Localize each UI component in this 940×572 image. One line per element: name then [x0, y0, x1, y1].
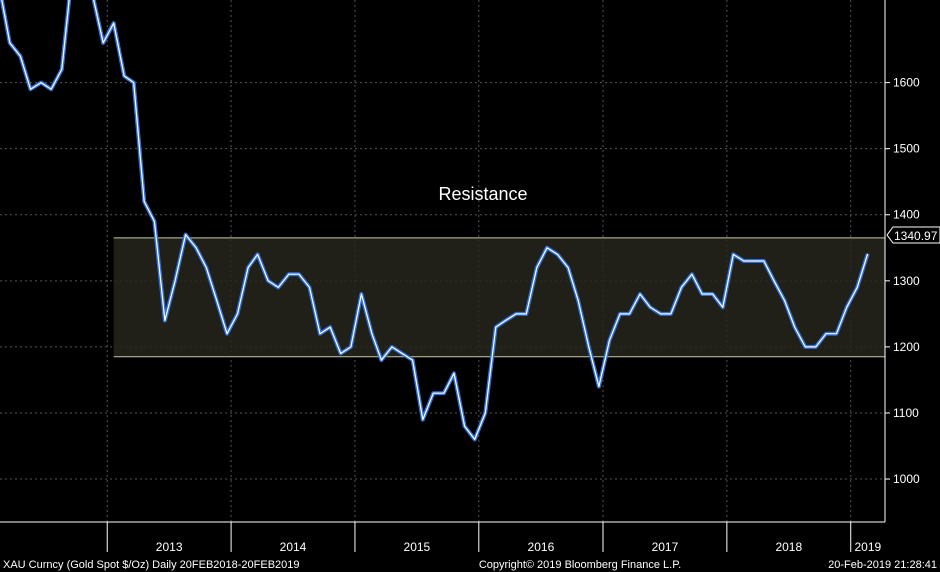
footer-ticker: XAU Curncy (Gold Spot $/Oz) Daily 20FEB2… — [3, 559, 300, 571]
y-tick-label: 1500 — [893, 142, 920, 156]
footer: XAU Curncy (Gold Spot $/Oz) Daily 20FEB2… — [3, 559, 937, 571]
y-tick-label: 1600 — [893, 76, 920, 90]
footer-copyright: Copyright© 2019 Bloomberg Finance L.P. — [479, 559, 681, 571]
resistance-annotation: Resistance — [438, 184, 527, 204]
x-tick-label: 2016 — [528, 540, 555, 554]
last-price-marker — [886, 226, 940, 244]
price-band — [113, 237, 885, 358]
price-line-glow — [0, 0, 870, 442]
y-tick-label: 1100 — [893, 406, 919, 420]
price-line-core — [1, 0, 869, 440]
x-tick-label: 2013 — [156, 540, 183, 554]
price-line — [0, 0, 870, 442]
x-tick-label: 2017 — [652, 540, 679, 554]
last-price-tag: 1340.97 — [886, 226, 940, 244]
y-tick-label: 1200 — [893, 340, 920, 354]
x-tick-label: 2014 — [280, 540, 307, 554]
x-tick-label: 2019 — [855, 540, 882, 554]
x-tick-label: 2018 — [775, 540, 802, 554]
y-tick-label: 1400 — [893, 208, 920, 222]
axes: 1000 1100 1200 1300 1400 1500 1600 2013 2014 2015… — [0, 0, 920, 554]
x-tick-label: 2015 — [404, 540, 431, 554]
band-fill — [113, 237, 885, 357]
footer-timestamp: 20-Feb-2019 21:28:41 — [828, 559, 937, 571]
last-price-label: 1340.97 — [894, 229, 938, 243]
y-tick-label: 1300 — [893, 274, 920, 288]
y-tick-label: 1000 — [893, 472, 920, 486]
